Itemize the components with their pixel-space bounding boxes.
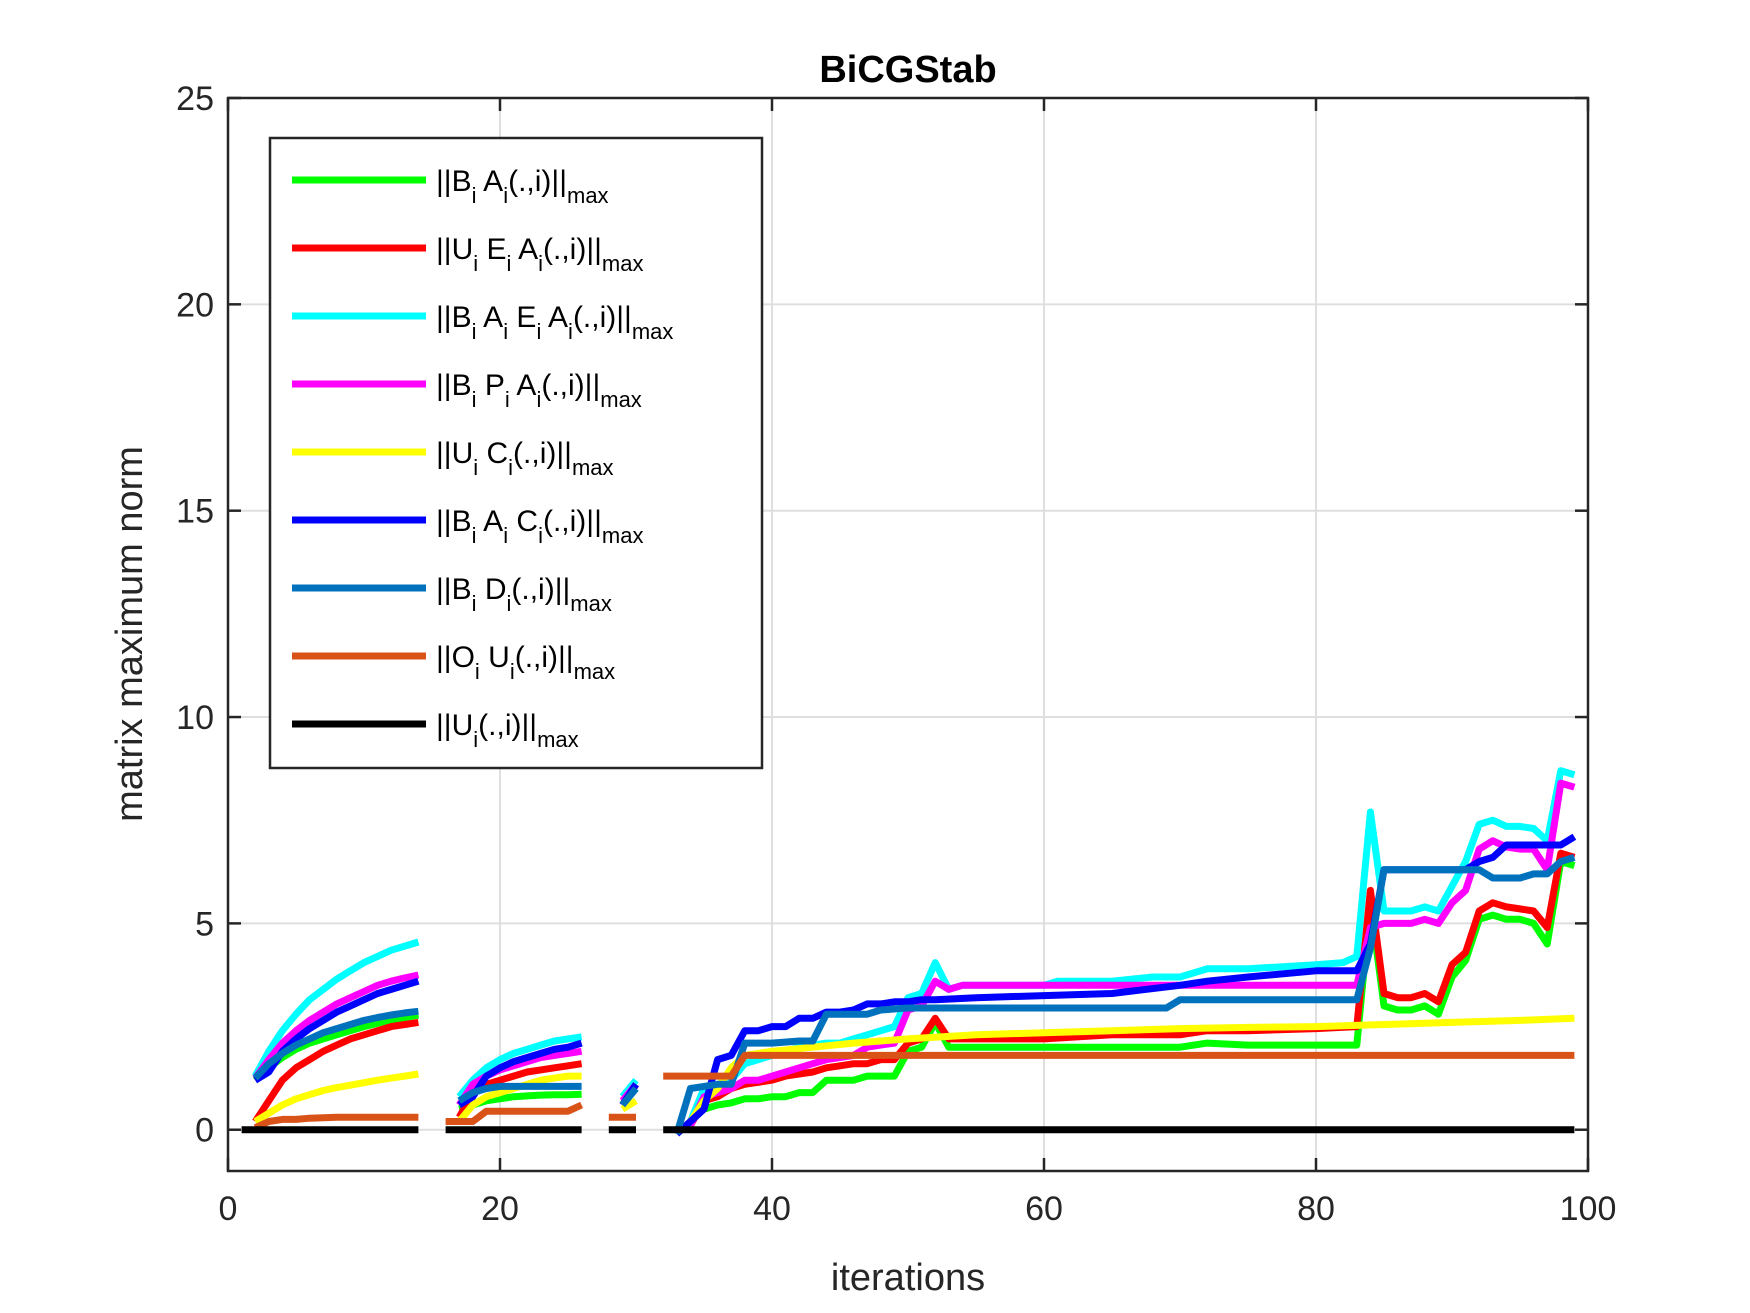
series-line-4 — [252, 971, 420, 1081]
y-tick-label: 10 — [176, 699, 214, 737]
series-lines — [241, 767, 1577, 1137]
series-line-5 — [687, 1014, 1575, 1124]
series-line-7 — [457, 1082, 582, 1104]
axes-box — [226, 96, 1590, 1173]
y-axis-label: matrix maximum norm — [109, 446, 151, 822]
series-line-8 — [663, 1051, 1575, 1080]
x-tick-label: 80 — [1297, 1190, 1335, 1228]
series-line-7 — [619, 1086, 639, 1108]
series-line-8 — [445, 1101, 584, 1125]
series-line-7 — [252, 1007, 419, 1081]
legend-label: ||Oi Ui(.,i)||max — [436, 641, 615, 684]
series-line-2 — [252, 1018, 419, 1124]
legend-label: ||Bi Ai(.,i)||max — [436, 165, 609, 208]
y-tick-label: 5 — [195, 905, 214, 943]
x-axis-label: iterations — [831, 1257, 985, 1299]
series-line-6 — [674, 833, 1577, 1137]
series-line-3 — [252, 938, 420, 1078]
legend-label: ||Ui Ei Ai(.,i)||max — [436, 233, 643, 276]
series-line-3 — [456, 1033, 583, 1099]
y-tick-label: 15 — [176, 493, 214, 531]
y-tick-label: 0 — [195, 1112, 214, 1150]
x-tick-label: 20 — [481, 1190, 519, 1228]
x-tick-label: 100 — [1560, 1190, 1617, 1228]
x-tick-label: 40 — [753, 1190, 791, 1228]
legend-label: ||Bi Ai Ei Ai(.,i)||max — [436, 301, 673, 344]
legend-label: ||Bi Ai Ci(.,i)||max — [436, 505, 643, 548]
legend-label: ||Bi Pi Ai(.,i)||max — [436, 369, 642, 412]
series-line-2 — [687, 849, 1576, 1128]
series-line-5 — [620, 1097, 638, 1113]
legend-label: ||Ui Ci(.,i)||max — [436, 437, 614, 480]
series-line-8 — [253, 1113, 419, 1131]
x-tick-label: 0 — [219, 1190, 238, 1228]
axes: 0 20 40 60 80 100 0 5 10 15 20 25 — [176, 80, 1616, 1228]
series-line-6 — [457, 1039, 583, 1108]
legend-label: ||Bi Di(.,i)||max — [436, 573, 612, 616]
legend-label: ||Ui(.,i)||max — [436, 709, 579, 752]
y-tick-label: 20 — [176, 286, 214, 324]
series-line-5 — [253, 1070, 419, 1125]
series-line-7 — [673, 854, 1576, 1135]
series-line-4 — [687, 779, 1576, 1128]
legend: ||Bi Ai(.,i)||max ||Ui Ei Ai(.,i)||max ||B… — [268, 136, 764, 770]
chart-title: BiCGStab — [819, 49, 996, 91]
y-tick-label: 25 — [176, 80, 214, 118]
x-tick-label: 60 — [1025, 1190, 1063, 1228]
